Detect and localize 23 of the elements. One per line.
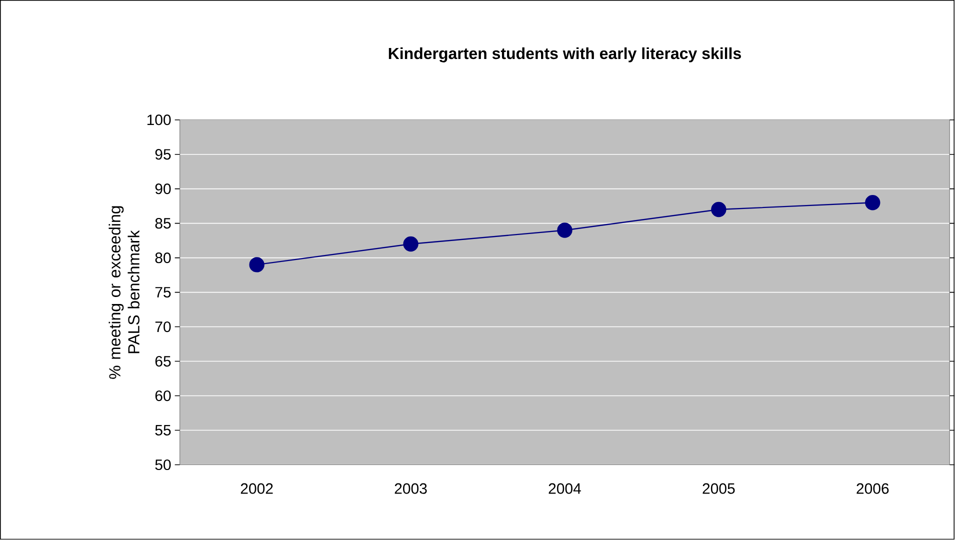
y-tick-label: 100 bbox=[147, 114, 171, 126]
point bbox=[865, 195, 880, 210]
y-tick-label: 55 bbox=[155, 425, 171, 436]
x-tick-label: 2005 bbox=[702, 483, 735, 494]
y-tick-label: 70 bbox=[155, 322, 171, 332]
x-tick-label: 2006 bbox=[856, 483, 889, 494]
point bbox=[557, 222, 572, 238]
y-tick-label: 80 bbox=[155, 252, 171, 264]
y-axis-title: % meeting or exceeding PALS benchmark bbox=[108, 206, 140, 380]
y-tick-label: 65 bbox=[155, 356, 171, 367]
y-tick-label: 95 bbox=[155, 149, 171, 160]
point bbox=[249, 257, 264, 272]
y-tick-label: 75 bbox=[155, 287, 171, 298]
y-tick-label: 60 bbox=[155, 390, 171, 402]
y-tick-label: 50 bbox=[155, 460, 171, 470]
y-tick-label: 85 bbox=[155, 218, 171, 229]
x-tick-label: 2003 bbox=[394, 483, 427, 494]
point bbox=[711, 202, 726, 218]
x-tick-label: 2004 bbox=[548, 483, 581, 494]
y-tick-label: 90 bbox=[155, 184, 171, 194]
chart-title: Kindergarten students with early literacy skills bbox=[388, 48, 741, 63]
point bbox=[403, 236, 418, 252]
x-tick-label: 2002 bbox=[240, 483, 273, 494]
